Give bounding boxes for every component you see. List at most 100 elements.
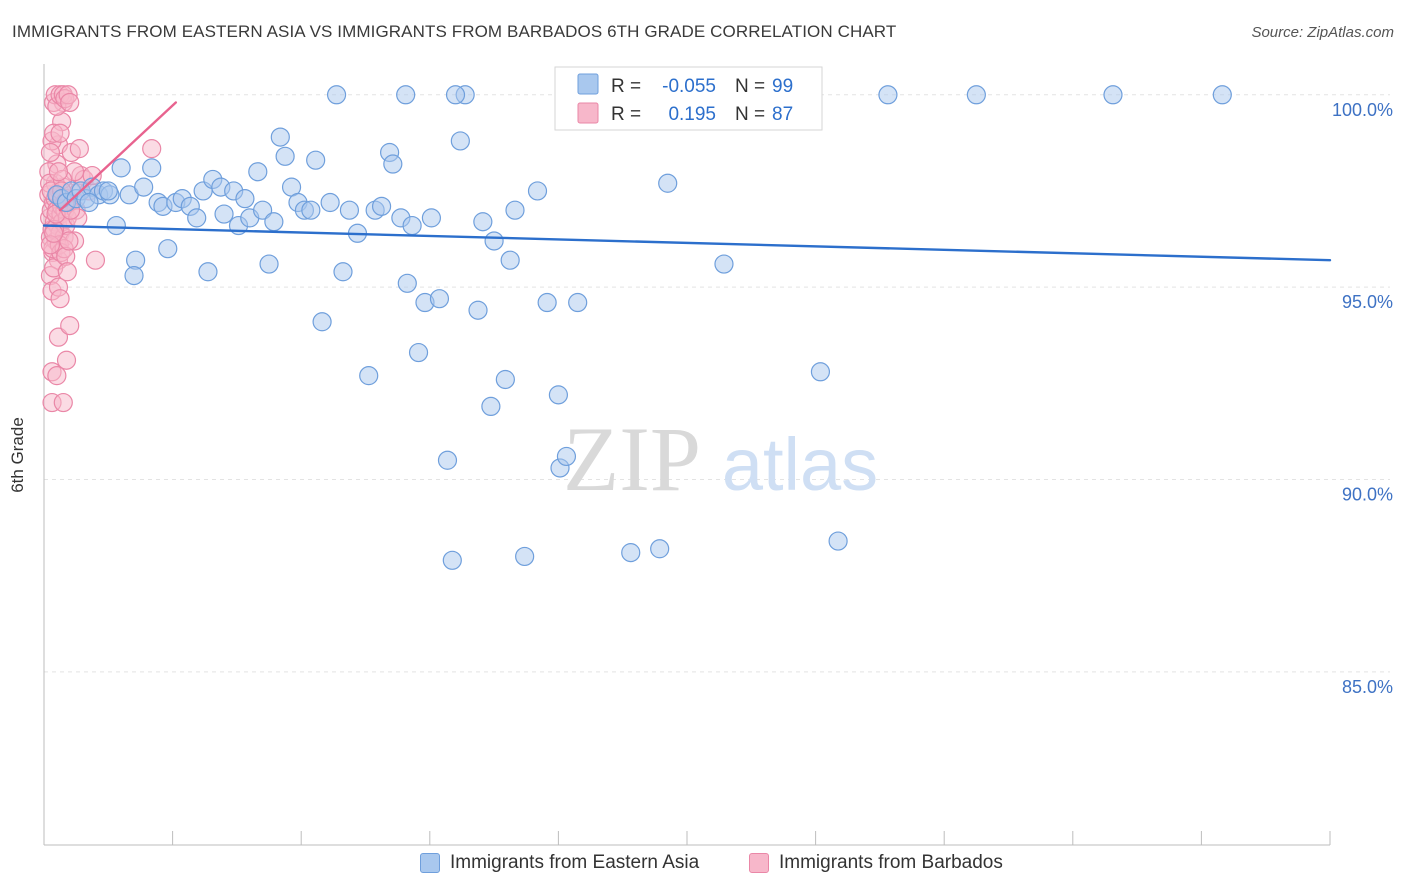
point-eastern-asia bbox=[429, 289, 450, 309]
point-eastern-asia bbox=[500, 250, 520, 270]
point-barbados bbox=[53, 392, 73, 413]
point-eastern-asia bbox=[359, 366, 379, 386]
legend-swatch-barbados bbox=[749, 853, 769, 873]
point-eastern-asia bbox=[621, 543, 641, 563]
legend-swatch-barbados bbox=[577, 102, 599, 124]
point-eastern-asia bbox=[253, 200, 273, 220]
y-tick-label: 85.0% bbox=[1342, 677, 1393, 697]
legend-item-eastern-asia: Immigrants from Eastern Asia bbox=[420, 852, 699, 874]
point-barbados bbox=[47, 366, 67, 386]
legend-n-label-2: N = bbox=[735, 104, 765, 125]
point-eastern-asia bbox=[481, 396, 501, 417]
legend-n-value-1: 99 bbox=[772, 76, 793, 97]
point-barbados bbox=[40, 142, 61, 163]
point-eastern-asia bbox=[111, 158, 131, 178]
point-eastern-asia bbox=[320, 192, 340, 213]
point-eastern-asia bbox=[198, 262, 218, 282]
y-tick-label: 100.0% bbox=[1332, 100, 1393, 120]
point-eastern-asia bbox=[306, 150, 326, 170]
point-eastern-asia bbox=[235, 189, 255, 209]
point-eastern-asia bbox=[450, 131, 470, 151]
point-eastern-asia bbox=[142, 158, 162, 178]
point-eastern-asia bbox=[248, 162, 268, 182]
point-eastern-asia bbox=[333, 262, 353, 282]
point-barbados bbox=[85, 250, 106, 270]
gridlines bbox=[44, 94, 1390, 673]
legend-swatch-eastern-asia bbox=[420, 853, 440, 873]
point-eastern-asia bbox=[548, 385, 569, 405]
point-eastern-asia bbox=[473, 212, 493, 232]
point-barbados bbox=[57, 262, 77, 282]
trendline-barbados bbox=[58, 101, 178, 212]
legend-box bbox=[554, 66, 823, 131]
point-eastern-asia bbox=[468, 300, 488, 320]
y-tick-labels: 100.0% 95.0% 90.0% 85.0% bbox=[1332, 100, 1393, 697]
point-barbados bbox=[50, 123, 70, 143]
chart-title: IMMIGRANTS FROM EASTERN ASIA VS IMMIGRAN… bbox=[12, 22, 897, 41]
correlation-legend: R = -0.055 N = 99 R = 0.195 N = 87 bbox=[554, 66, 823, 131]
legend-r-label-1: R = bbox=[611, 76, 641, 97]
point-eastern-asia bbox=[1103, 85, 1123, 105]
point-eastern-asia bbox=[134, 177, 154, 197]
point-eastern-asia bbox=[259, 254, 279, 274]
y-tick-label: 90.0% bbox=[1342, 485, 1393, 505]
point-eastern-asia bbox=[312, 312, 332, 332]
point-eastern-asia bbox=[214, 204, 234, 224]
point-eastern-asia bbox=[495, 369, 515, 390]
y-tick-label: 95.0% bbox=[1342, 292, 1393, 312]
point-eastern-asia bbox=[79, 192, 99, 213]
point-eastern-asia bbox=[270, 127, 290, 147]
point-barbados bbox=[59, 231, 79, 251]
point-eastern-asia bbox=[158, 239, 178, 259]
watermark: ZIP atlas bbox=[563, 408, 878, 510]
point-eastern-asia bbox=[275, 146, 295, 166]
point-eastern-asia bbox=[484, 231, 504, 251]
point-eastern-asia bbox=[878, 85, 898, 105]
point-eastern-asia bbox=[442, 550, 462, 570]
legend-r-value-1: -0.055 bbox=[662, 76, 716, 97]
watermark-zip: ZIP bbox=[563, 408, 701, 510]
trendline-eastern-asia bbox=[42, 224, 1332, 262]
axes bbox=[43, 64, 1331, 846]
point-eastern-asia bbox=[537, 292, 557, 313]
point-eastern-asia bbox=[810, 362, 831, 382]
point-eastern-asia bbox=[326, 85, 347, 105]
watermark-atlas: atlas bbox=[722, 423, 878, 506]
trendlines bbox=[42, 101, 1332, 262]
point-eastern-asia bbox=[98, 181, 118, 201]
legend-n-label-1: N = bbox=[735, 76, 765, 97]
legend-r-value-2: 0.195 bbox=[668, 104, 716, 125]
legend-r-label-2: R = bbox=[611, 104, 641, 125]
legend-n-value-2: 87 bbox=[772, 104, 793, 125]
point-eastern-asia bbox=[556, 446, 577, 467]
point-barbados bbox=[142, 139, 162, 159]
series-legend: Immigrants from Eastern Asia Immigrants … bbox=[0, 852, 1406, 878]
source-credit: Source: ZipAtlas.com bbox=[1251, 24, 1394, 41]
point-eastern-asia bbox=[714, 254, 734, 274]
point-eastern-asia bbox=[658, 173, 678, 193]
point-barbados bbox=[56, 350, 77, 370]
point-eastern-asia bbox=[568, 292, 588, 313]
point-eastern-asia bbox=[383, 154, 403, 174]
legend-label-eastern-asia: Immigrants from Eastern Asia bbox=[450, 852, 700, 873]
point-eastern-asia bbox=[445, 85, 466, 105]
point-barbados bbox=[69, 139, 89, 159]
point-eastern-asia bbox=[301, 200, 321, 220]
point-eastern-asia bbox=[339, 200, 360, 220]
point-eastern-asia bbox=[402, 215, 422, 236]
point-eastern-asia bbox=[650, 539, 670, 559]
point-eastern-asia bbox=[966, 85, 986, 105]
point-barbados bbox=[44, 223, 64, 243]
point-eastern-asia bbox=[124, 266, 144, 286]
point-barbados bbox=[60, 316, 80, 336]
point-eastern-asia bbox=[505, 200, 525, 220]
point-barbados bbox=[48, 327, 69, 347]
point-eastern-asia bbox=[408, 342, 429, 363]
point-eastern-asia bbox=[396, 85, 416, 105]
point-eastern-asia bbox=[527, 181, 548, 201]
legend-item-barbados: Immigrants from Barbados bbox=[749, 852, 1003, 874]
point-eastern-asia bbox=[371, 196, 392, 216]
point-eastern-asia bbox=[1212, 85, 1232, 105]
point-eastern-asia bbox=[421, 208, 442, 228]
point-eastern-asia bbox=[515, 546, 535, 567]
